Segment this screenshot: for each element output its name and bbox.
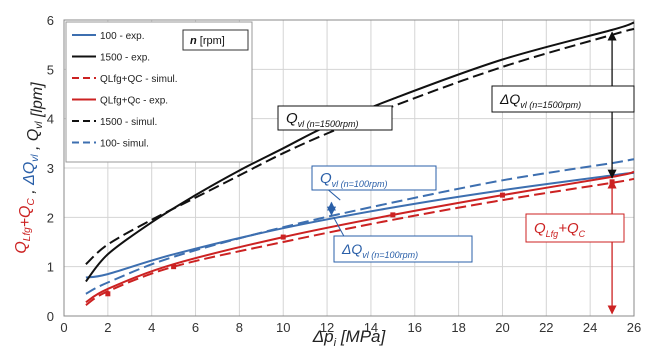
series-line-qlfg-qc-exp: [85, 170, 635, 304]
y-tick-label: 5: [47, 62, 54, 77]
x-tick-label: 6: [192, 320, 199, 335]
legend-entry-100-exp: 100 - exp.: [100, 31, 144, 42]
y-tick-label: 3: [47, 161, 54, 176]
annotation-label: Qvl (n=1500rpm): [286, 110, 358, 129]
legend: 100 - exp. 1500 - exp. QLfg+QC - simul. QLf…: [65, 21, 253, 163]
x-tick-label: 18: [451, 320, 465, 335]
data-point: [499, 192, 505, 198]
plot-frame: [63, 19, 635, 317]
x-tick-label: 8: [236, 320, 243, 335]
y-tick-label: 6: [47, 13, 54, 28]
annotation-box: [491, 85, 635, 113]
x-tick-label: 4: [148, 320, 155, 335]
annotation-label: ΔQvl (n=1500rpm): [499, 91, 581, 110]
annotation-box: [525, 213, 625, 243]
legend-entry-1500-exp: 1500 - exp.: [100, 53, 150, 64]
x-tick-label: 16: [408, 320, 422, 335]
y-tick-label: 1: [47, 260, 54, 275]
y-tick-label: 0: [47, 309, 54, 324]
x-tick-label: 2: [104, 320, 111, 335]
x-tick-label: 22: [539, 320, 553, 335]
data-point: [280, 234, 286, 240]
x-tick-label: 12: [320, 320, 334, 335]
x-axis-label: Δpi [MPa]: [312, 327, 387, 349]
y-tick-label: 4: [47, 112, 54, 127]
axis-labels: Δpi [MPa] QLfg+QC , ΔQvl , Qvl [lpm]: [13, 82, 387, 349]
y-axis-label: QLfg+QC , ΔQvl , Qvl [lpm]: [13, 82, 46, 254]
annotation-box: [333, 235, 473, 263]
series-line-1500-simul: [85, 27, 635, 265]
series-line-100-exp: [85, 171, 635, 279]
data-point: [171, 264, 177, 270]
data-point: [390, 212, 396, 218]
legend-entry-qlfg-qc-exp: QLfg+Qc - exp.: [100, 96, 168, 107]
legend-entry-qlfg-qc-simul: QLfg+QC - simul.: [100, 74, 178, 85]
legend-entry-100-simul: 100- simul.: [100, 139, 149, 150]
legend-entry-1500-simul: 1500 - simul.: [100, 117, 157, 128]
annotations: Qvl (n=1500rpm) ΔQvl (n=1500rpm) Qvl (n=10…: [277, 85, 635, 263]
series-line-100-simul: [85, 158, 635, 295]
annotation-box: [277, 105, 393, 131]
legend-header-box: [182, 29, 249, 51]
x-tick-label: 14: [364, 320, 378, 335]
series-group: [85, 21, 635, 306]
legend-header: n [rpm]: [190, 35, 225, 47]
annotation-box: [311, 165, 437, 191]
series-line-qlfg-qc-simul: [85, 177, 635, 306]
annotation-label: Qvl (n=100rpm): [320, 170, 387, 189]
x-tick-label: 26: [627, 320, 641, 335]
series-line-1500-exp: [85, 21, 635, 283]
y-tick-label: 2: [47, 210, 54, 225]
annotation-label: ΔQvl (n=100rpm): [341, 241, 418, 260]
x-tick-label: 20: [495, 320, 509, 335]
annotation-label: QLfg+QC: [534, 220, 586, 239]
x-tick-label: 0: [60, 320, 67, 335]
x-tick-label: 10: [276, 320, 290, 335]
x-tick-label: 24: [583, 320, 597, 335]
data-point: [105, 291, 111, 297]
